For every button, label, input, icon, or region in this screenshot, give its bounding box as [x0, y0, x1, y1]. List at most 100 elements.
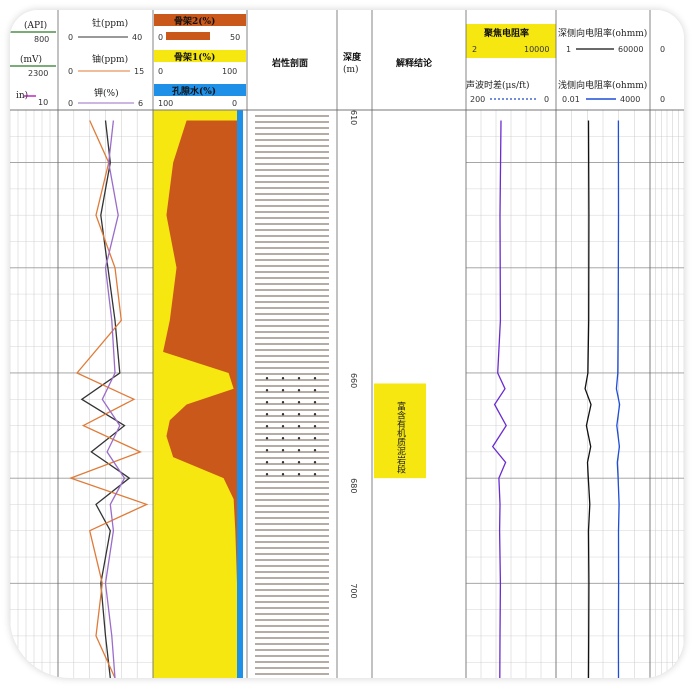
track1-row1-max: 800 — [34, 35, 49, 44]
header-background — [10, 10, 684, 110]
lithology-header: 岩性剖面 — [271, 57, 308, 69]
curve-深侧向电阻率 — [584, 120, 592, 678]
track2-row1-min: 0 — [68, 33, 73, 42]
track2-row3-name: 钾(%) — [94, 87, 119, 99]
depth-tick-label: 700 — [349, 583, 358, 598]
lithology-dot — [297, 473, 301, 476]
track2-row2-max: 15 — [134, 67, 144, 76]
lithology-dot — [313, 401, 317, 404]
track7-row2-min: 0.01 — [562, 95, 580, 104]
lithology-dot — [313, 425, 317, 428]
lithology-dot — [281, 389, 285, 392]
lithology-dot — [281, 473, 285, 476]
lithology-dot — [265, 413, 269, 416]
track2-row2-name: 铀(ppm) — [92, 53, 128, 65]
lithology-dot — [281, 449, 285, 452]
lithology-dot — [313, 389, 317, 392]
lithology-dot — [281, 437, 285, 440]
track1-header: (API) 800 (mV) 2300 in) 10 — [10, 20, 56, 107]
interpretation-zone — [374, 383, 426, 479]
track8-row2-min: 0 — [660, 95, 665, 104]
lithology-dot — [297, 401, 301, 404]
lithology-dot — [297, 425, 301, 428]
lithology-dot — [313, 437, 317, 440]
lithology-dot — [297, 389, 301, 392]
lithology-dot — [265, 437, 269, 440]
track6-row1-min: 2 — [472, 45, 477, 54]
track3-row1-min: 0 — [158, 33, 163, 42]
curve-layer — [68, 120, 621, 678]
track3-row1-max: 50 — [230, 33, 240, 42]
well-log-svg: (API) 800 (mV) 2300 in) 10 钍(ppm) 0 40 铀… — [10, 10, 684, 678]
track6-header: 聚焦电阻率 2 10000 声波时差(μs/ft) 200 0 — [466, 24, 556, 104]
track2-row1-name: 钍(ppm) — [92, 17, 128, 29]
lithology-dot — [313, 449, 317, 452]
track3-row2-swatch — [154, 50, 246, 62]
matrix2-fill — [163, 120, 237, 678]
track1-row3-max: 10 — [38, 98, 48, 107]
lithology-dot — [265, 401, 269, 404]
lithology-dot — [265, 389, 269, 392]
lithology-dot — [265, 449, 269, 452]
track3-row1-swatch — [154, 14, 246, 26]
track2-header: 钍(ppm) 0 40 铀(ppm) 0 15 钾(%) 0 6 — [68, 17, 144, 108]
well-log-chart: (API) 800 (mV) 2300 in) 10 钍(ppm) 0 40 铀… — [10, 10, 684, 678]
track6-row2-name: 声波时差(μs/ft) — [466, 79, 529, 91]
lithology-dot — [297, 377, 301, 380]
track3-row2-min: 0 — [158, 67, 163, 76]
track3-header: 骨架2(%) 0 50 骨架1(%) 0 100 孔隙水(%) 100 0 — [154, 14, 246, 108]
track2-row2-min: 0 — [68, 67, 73, 76]
track7-header: 深侧向电阻率(ohmm) 1 60000 浅侧向电阻率(ohmm) 0.01 4… — [558, 27, 647, 104]
depth-header-unit: (m) — [343, 64, 359, 75]
depth-header-title: 深度 — [343, 51, 362, 63]
lithology-dot — [265, 473, 269, 476]
track-borders — [57, 10, 651, 678]
track8-row1-min: 0 — [660, 45, 665, 54]
depth-ticks: 610 660 680 700 — [349, 110, 358, 599]
curve-聚焦电阻率 — [491, 120, 507, 678]
interpretation-header: 解释结论 — [396, 57, 433, 69]
lithology-dot — [281, 401, 285, 404]
track3-row3-swatch — [154, 84, 246, 96]
track1-row2-max: 2300 — [28, 69, 48, 78]
lithology-dot — [297, 461, 301, 464]
lithology-dot — [265, 377, 269, 380]
track7-row2-name: 浅侧向电阻率(ohmm) — [558, 79, 647, 91]
interpretation-zone-label: 富含有机质泥岩段 — [395, 400, 406, 474]
lithology-dot — [313, 473, 317, 476]
track7-row1-name: 深侧向电阻率(ohmm) — [558, 27, 647, 39]
curve-铀 — [68, 120, 149, 678]
porewater-fill — [237, 110, 243, 678]
track3-row3-max: 0 — [232, 99, 237, 108]
lithology-dot — [281, 425, 285, 428]
lithology-dot — [313, 377, 317, 380]
depth-tick-label: 660 — [349, 373, 358, 388]
curve-浅侧向电阻率 — [615, 120, 621, 678]
grid-layer — [10, 109, 684, 678]
curve-钍 — [80, 120, 131, 678]
lithology-dot — [297, 449, 301, 452]
lithology-dot — [297, 413, 301, 416]
lithology-dot — [265, 461, 269, 464]
track7-row2-max: 4000 — [620, 95, 640, 104]
depth-tick-label: 610 — [349, 110, 358, 125]
track7-row1-max: 60000 — [618, 45, 643, 54]
track3-row1-bar — [166, 32, 210, 40]
track3-row2-name: 骨架1(%) — [174, 51, 215, 63]
track2-row3-max: 6 — [138, 99, 143, 108]
track1-row1-name: (API) — [24, 20, 47, 31]
track3-row2-max: 100 — [222, 67, 237, 76]
lithology-dot — [313, 461, 317, 464]
track2-row3-min: 0 — [68, 99, 73, 108]
track3-row3-min: 100 — [158, 99, 173, 108]
track2-row1-max: 40 — [132, 33, 142, 42]
lithology-dot — [297, 437, 301, 440]
track6-row2-min: 200 — [470, 95, 485, 104]
lithology-dot — [281, 461, 285, 464]
lithology-dot — [281, 377, 285, 380]
curve-钾 — [101, 120, 126, 678]
track6-row1-name: 聚焦电阻率 — [483, 27, 529, 39]
track3-row3-name: 孔隙水(%) — [172, 85, 216, 97]
track7-row1-min: 1 — [566, 45, 571, 54]
track6-row2-max: 0 — [544, 95, 549, 104]
